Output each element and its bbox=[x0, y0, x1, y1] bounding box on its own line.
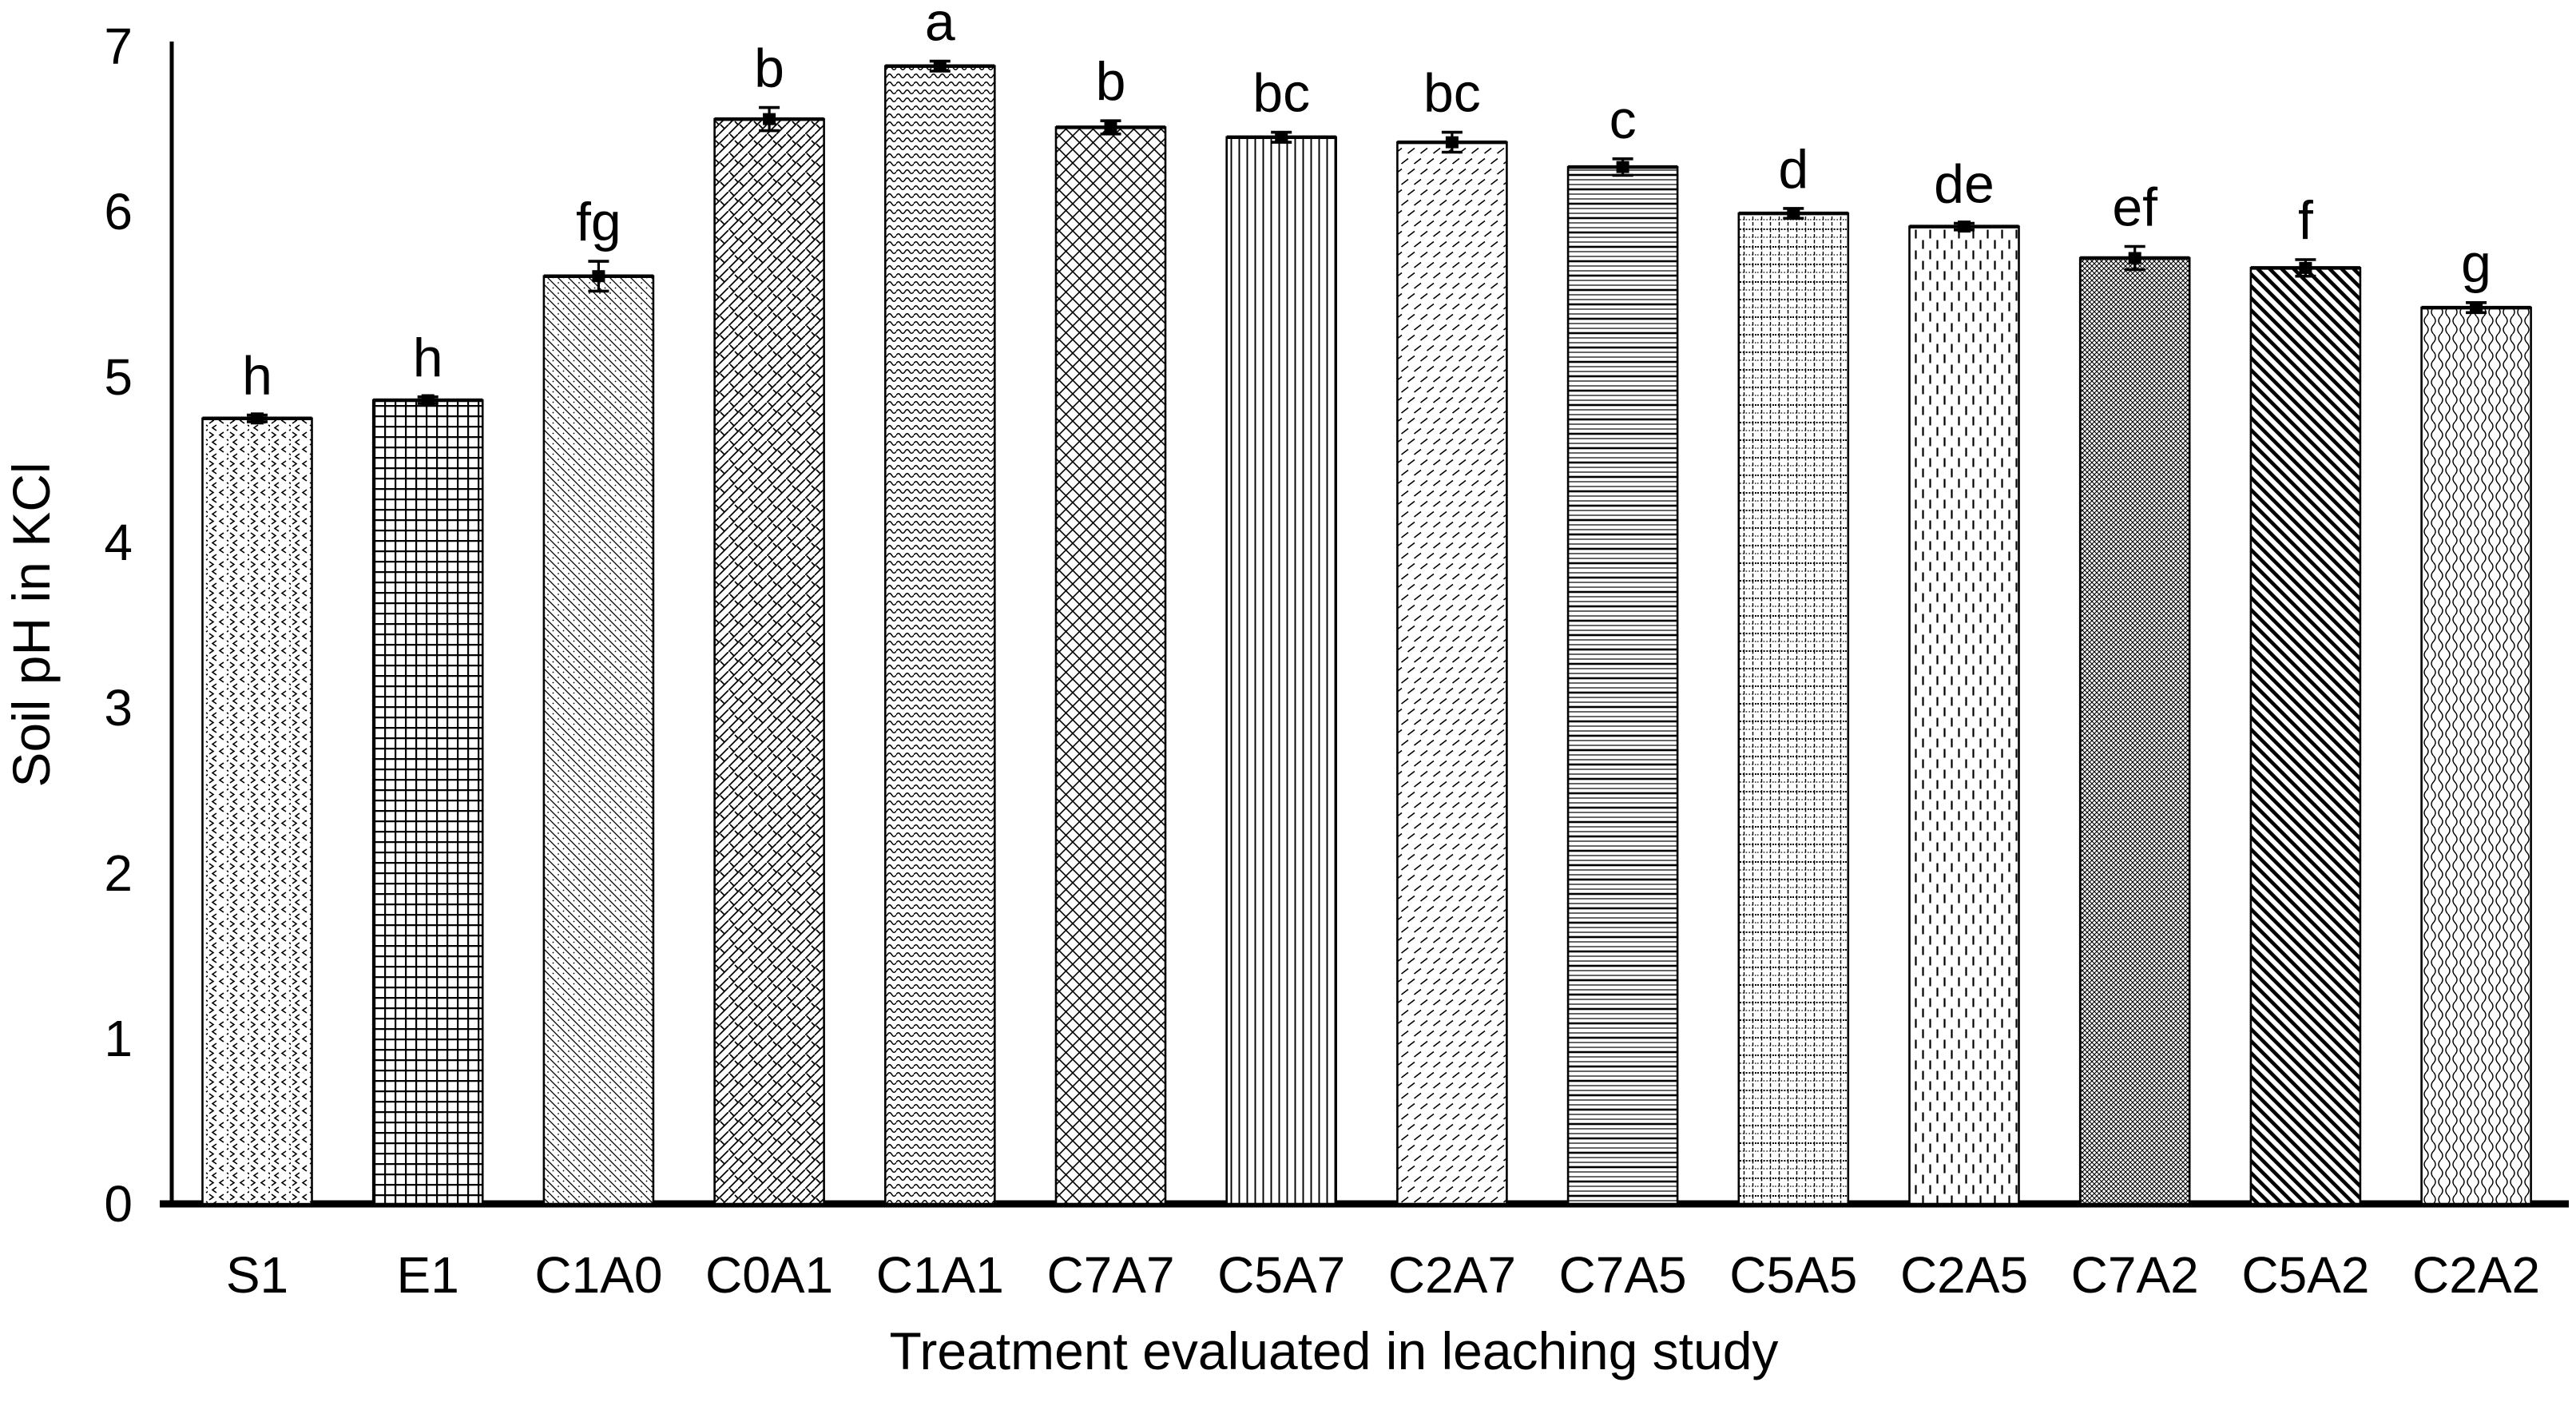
x-tick-label-C1A1: C1A1 bbox=[876, 1246, 1004, 1304]
bar-group-C0A1: b C0A1 bbox=[705, 38, 833, 1304]
bar-group-E1: h E1 bbox=[371, 328, 484, 1304]
bar-C2A2 bbox=[2420, 306, 2532, 1205]
point-marker-C0A1 bbox=[763, 113, 776, 125]
bar-C5A7 bbox=[1225, 136, 1337, 1205]
sig-letter-C1A1: a bbox=[925, 0, 955, 53]
bar-group-C5A2: f C5A2 bbox=[2241, 190, 2369, 1304]
bar-C5A2 bbox=[2249, 267, 2362, 1205]
point-marker-S1 bbox=[251, 412, 264, 425]
bar-group-C1A0: fg C1A0 bbox=[534, 192, 662, 1304]
point-marker-C2A5 bbox=[1958, 220, 1971, 233]
x-tick-label-C1A0: C1A0 bbox=[534, 1246, 662, 1304]
sig-letter-E1: h bbox=[413, 328, 443, 388]
x-tick-label-C5A5: C5A5 bbox=[1729, 1246, 1857, 1304]
bar-group-S1: h S1 bbox=[201, 346, 313, 1304]
sig-letter-C5A2: f bbox=[2298, 190, 2313, 251]
point-marker-C7A2 bbox=[2128, 252, 2141, 264]
bar-group-C7A2: ef C7A2 bbox=[2071, 177, 2199, 1305]
sig-letter-C7A2: ef bbox=[2112, 177, 2157, 238]
bar-C2A5 bbox=[1908, 225, 2020, 1205]
bar-C5A5 bbox=[1737, 212, 1850, 1205]
y-tick-label: 7 bbox=[104, 18, 133, 75]
bar-group-C5A7: bc C5A7 bbox=[1217, 63, 1345, 1304]
point-marker-C1A1 bbox=[933, 60, 947, 73]
sig-letter-C7A7: b bbox=[1096, 51, 1126, 112]
y-tick-label: 3 bbox=[104, 679, 133, 737]
x-tick-label-C7A5: C7A5 bbox=[1559, 1246, 1687, 1304]
y-tick-label: 1 bbox=[104, 1010, 133, 1067]
point-marker-C2A2 bbox=[2470, 301, 2483, 314]
bar-E1 bbox=[371, 399, 484, 1205]
point-marker-C7A5 bbox=[1616, 161, 1629, 173]
y-axis-title: Soil pH in KCl bbox=[2, 462, 61, 787]
bar-group-C2A7: bc C2A7 bbox=[1388, 63, 1516, 1304]
x-tick-label-S1: S1 bbox=[226, 1246, 288, 1304]
bar-group-C7A7: b C7A7 bbox=[1046, 51, 1174, 1304]
bar-group-C2A2: g C2A2 bbox=[2412, 233, 2540, 1304]
sig-letter-C1A0: fg bbox=[576, 192, 621, 252]
bar-C7A7 bbox=[1054, 126, 1167, 1205]
bar-group-C2A5: de C2A5 bbox=[1900, 154, 2028, 1305]
sig-letter-C5A7: bc bbox=[1252, 63, 1310, 124]
sig-letter-C2A5: de bbox=[1934, 154, 1995, 215]
x-axis-title: Treatment evaluated in leaching study bbox=[890, 1321, 1779, 1380]
point-marker-E1 bbox=[421, 394, 435, 407]
point-marker-C5A7 bbox=[1275, 131, 1288, 144]
bar-S1 bbox=[201, 417, 313, 1205]
point-marker-C7A7 bbox=[1104, 121, 1117, 133]
x-tick-label-C5A7: C5A7 bbox=[1217, 1246, 1345, 1304]
point-marker-C5A2 bbox=[2299, 261, 2312, 274]
x-tick-label-C2A2: C2A2 bbox=[2412, 1246, 2540, 1304]
bar-C7A2 bbox=[2078, 256, 2191, 1205]
sig-letter-C0A1: b bbox=[754, 38, 784, 99]
x-tick-label-C7A2: C7A2 bbox=[2071, 1246, 2199, 1304]
bar-group-C5A5: d C5A5 bbox=[1729, 139, 1857, 1304]
y-tick-label: 5 bbox=[104, 348, 133, 406]
x-tick-label-E1: E1 bbox=[397, 1246, 459, 1304]
x-tick-label-C2A7: C2A7 bbox=[1388, 1246, 1516, 1304]
point-marker-C1A0 bbox=[592, 270, 605, 283]
bar-C0A1 bbox=[713, 117, 825, 1205]
bar-group-C1A1: a C1A1 bbox=[876, 0, 1004, 1304]
x-tick-label-C5A2: C5A2 bbox=[2241, 1246, 2369, 1304]
bar-group-C7A5: c C7A5 bbox=[1559, 89, 1687, 1304]
x-tick-label-C0A1: C0A1 bbox=[705, 1246, 833, 1304]
sig-letter-C2A2: g bbox=[2461, 233, 2491, 294]
bar-C7A5 bbox=[1566, 165, 1679, 1205]
point-marker-C2A7 bbox=[1445, 136, 1459, 149]
sig-letter-C5A5: d bbox=[1778, 139, 1808, 200]
y-tick-label: 2 bbox=[104, 844, 133, 902]
sig-letter-C7A5: c bbox=[1610, 89, 1637, 150]
y-tick-label: 0 bbox=[104, 1175, 133, 1233]
x-tick-label-C2A5: C2A5 bbox=[1900, 1246, 2028, 1304]
bar-C1A1 bbox=[884, 65, 996, 1205]
sig-letter-S1: h bbox=[242, 346, 272, 407]
y-tick-label: 4 bbox=[104, 514, 133, 571]
bar-C1A0 bbox=[542, 275, 655, 1205]
sig-letter-C2A7: bc bbox=[1423, 63, 1481, 124]
x-tick-label-C7A7: C7A7 bbox=[1046, 1246, 1174, 1304]
bar-C2A7 bbox=[1396, 141, 1508, 1205]
y-tick-label: 6 bbox=[104, 183, 133, 240]
point-marker-C5A5 bbox=[1787, 207, 1800, 220]
